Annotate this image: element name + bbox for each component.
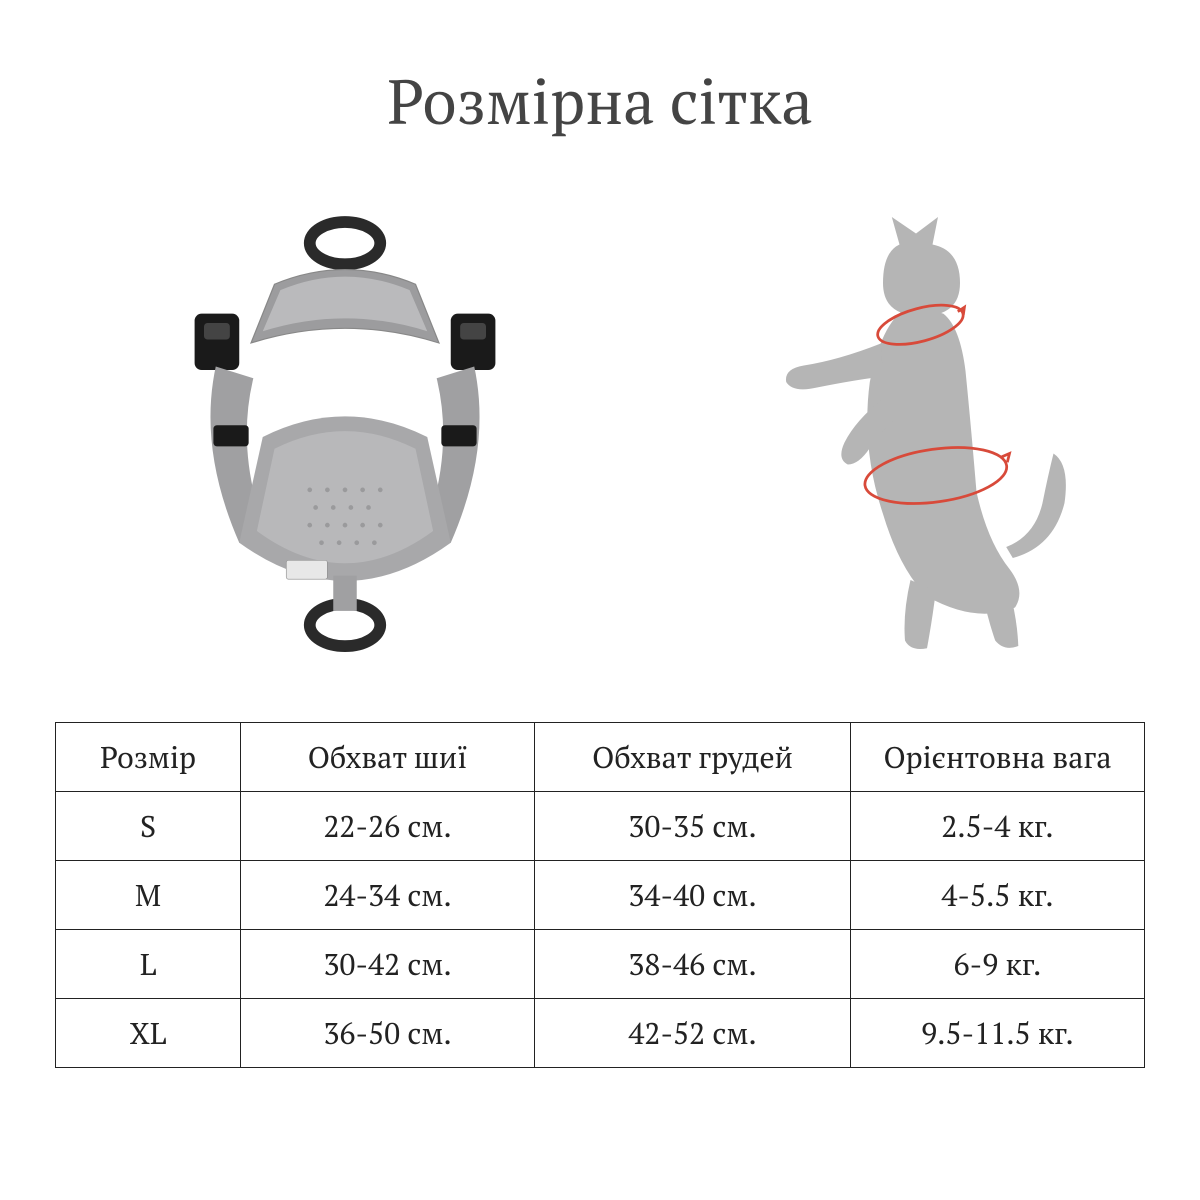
table-row: L 30-42 см. 38-46 см. 6-9 кг. xyxy=(56,930,1145,999)
table-cell: 30-42 см. xyxy=(241,930,535,999)
table-cell: XL xyxy=(56,999,241,1068)
table-cell: S xyxy=(56,792,241,861)
table-cell: 6-9 кг. xyxy=(850,930,1144,999)
table-cell: 36-50 см. xyxy=(241,999,535,1068)
table-cell: 30-35 см. xyxy=(535,792,851,861)
table-cell: 34-40 см. xyxy=(535,861,851,930)
table-row: S 22-26 см. 30-35 см. 2.5-4 кг. xyxy=(56,792,1145,861)
table-cell: 22-26 см. xyxy=(241,792,535,861)
images-row xyxy=(50,192,1150,682)
table-cell: 24-34 см. xyxy=(241,861,535,930)
table-cell: M xyxy=(56,861,241,930)
cat-silhouette xyxy=(710,207,1100,667)
table-header: Розмір xyxy=(56,723,241,792)
table-header-row: Розмір Обхват шиї Обхват грудей Орієнтов… xyxy=(56,723,1145,792)
table-cell: 4-5.5 кг. xyxy=(850,861,1144,930)
table-cell: 38-46 см. xyxy=(535,930,851,999)
table-header: Обхват шиї xyxy=(241,723,535,792)
table-cell: 42-52 см. xyxy=(535,999,851,1068)
harness-image xyxy=(100,192,590,682)
table-header: Обхват грудей xyxy=(535,723,851,792)
size-table: Розмір Обхват шиї Обхват грудей Орієнтов… xyxy=(55,722,1145,1068)
table-cell: 9.5-11.5 кг. xyxy=(850,999,1144,1068)
harness-icon xyxy=(110,202,580,672)
table-row: M 24-34 см. 34-40 см. 4-5.5 кг. xyxy=(56,861,1145,930)
table-row: XL 36-50 см. 42-52 см. 9.5-11.5 кг. xyxy=(56,999,1145,1068)
table-cell: 2.5-4 кг. xyxy=(850,792,1144,861)
page-title: Розмірна сітка xyxy=(387,60,813,142)
cat-icon xyxy=(725,217,1085,657)
table-header: Орієнтовна вага xyxy=(850,723,1144,792)
table-cell: L xyxy=(56,930,241,999)
